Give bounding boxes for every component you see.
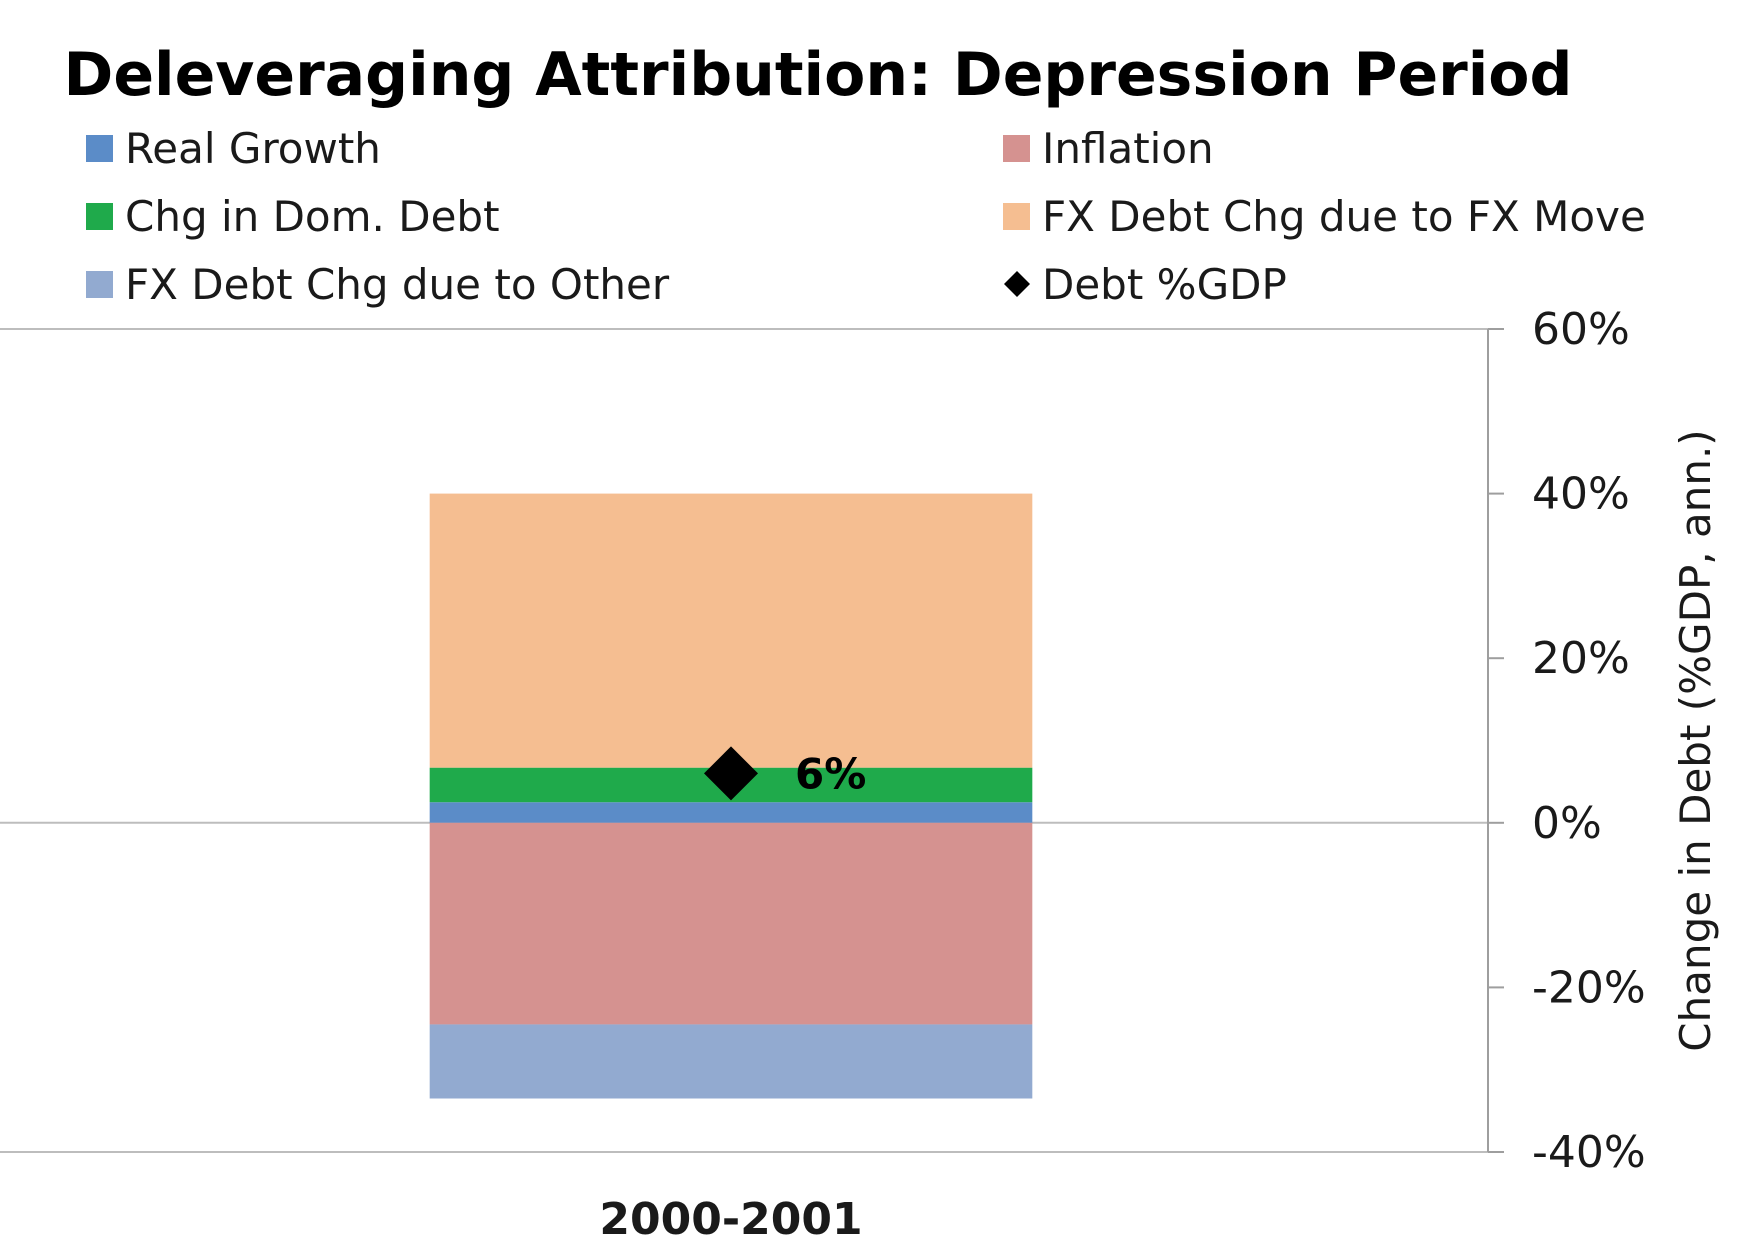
- legend-label: FX Debt Chg due to FX Move: [1042, 192, 1646, 241]
- legend-swatch: [86, 271, 113, 298]
- legend-marker-diamond-icon: [1004, 271, 1030, 297]
- legend-label: FX Debt Chg due to Other: [125, 260, 670, 309]
- bar-segment-fx-debt-chg-due-to-fx-move: [429, 493, 1033, 768]
- y-axis-ticks: 60% 40% 20% 0% -20% -40%: [1488, 304, 1646, 1178]
- plot-area: 6% 60% 40% 20% 0% -20% -40% 2000-2001: [0, 304, 1646, 1239]
- y-axis-title: Change in Debt (%GDP, ann.): [1671, 429, 1720, 1051]
- legend: Real Growth Inflation Chg in Dom. Debt FX D…: [86, 124, 1646, 309]
- debt-gdp-marker: [704, 746, 758, 801]
- y-tick-label: 0%: [1532, 798, 1602, 849]
- legend-swatch: [86, 135, 113, 162]
- y-tick-label: -40%: [1532, 1127, 1646, 1178]
- chart-title: Deleveraging Attribution: Depression Per…: [64, 40, 1573, 110]
- legend-swatch: [1003, 135, 1030, 162]
- bar-segment-real-growth: [429, 802, 1033, 823]
- legend-label: Debt %GDP: [1042, 260, 1287, 309]
- y-tick-label: 20%: [1532, 633, 1630, 684]
- debt-gdp-data-label: 6%: [795, 749, 866, 798]
- bar-segment-inflation: [429, 822, 1033, 1025]
- legend-label: Real Growth: [125, 124, 381, 173]
- y-tick-label: 60%: [1532, 304, 1630, 355]
- bars: [429, 493, 1033, 1099]
- legend-swatch: [86, 203, 113, 230]
- bar-segment-fx-debt-chg-due-to-other: [429, 1024, 1033, 1099]
- markers: 6%: [704, 746, 866, 801]
- x-axis-labels: 2000-2001: [599, 1194, 862, 1239]
- legend-swatch: [1003, 203, 1030, 230]
- y-tick-label: 40%: [1532, 469, 1630, 520]
- x-tick-label: 2000-2001: [599, 1194, 862, 1239]
- y-tick-label: -20%: [1532, 962, 1646, 1013]
- legend-label: Inflation: [1042, 124, 1214, 173]
- legend-label: Chg in Dom. Debt: [125, 192, 500, 241]
